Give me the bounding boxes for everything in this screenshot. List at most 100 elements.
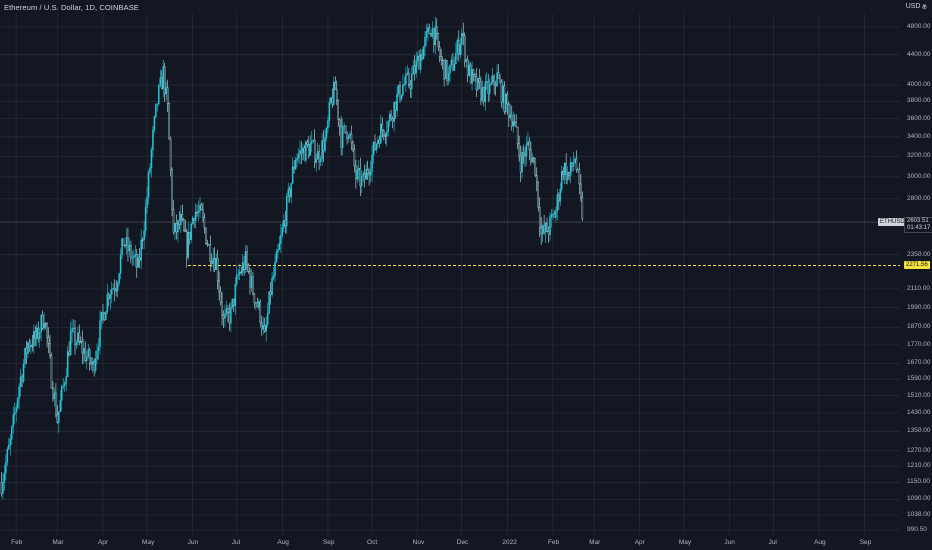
price-tick-label: 2110.00 (907, 284, 931, 292)
candle-body (296, 157, 298, 161)
candle-body (244, 251, 247, 270)
price-tick-label: 1670.00 (907, 359, 931, 367)
candle-body (180, 214, 182, 226)
candle-body (230, 306, 232, 324)
candle-body (322, 140, 325, 152)
candle-body (308, 144, 310, 156)
candle-body (22, 363, 25, 382)
candle-body (331, 97, 334, 105)
candle-body (502, 85, 504, 103)
candle-body (118, 273, 120, 284)
candle-body (461, 33, 463, 45)
time-tick-label: Feb (547, 539, 560, 546)
candle-body (97, 346, 100, 351)
time-tick-label: Aug (814, 539, 826, 546)
settings-icon[interactable]: ⊘ (922, 5, 928, 11)
candle-body (280, 234, 282, 244)
candle-body (252, 276, 254, 295)
candle-body (313, 140, 316, 163)
candle-body (371, 154, 373, 172)
candle-body (130, 245, 132, 259)
candle-body (291, 166, 294, 184)
candle-body (297, 153, 300, 159)
candle-body (234, 283, 237, 306)
candle-body (430, 33, 432, 37)
candle-body (263, 325, 266, 332)
candle-body (565, 163, 567, 180)
candle-body (488, 83, 491, 94)
candle-body (365, 169, 367, 180)
candle-body (19, 376, 22, 388)
candle-body (47, 337, 50, 344)
currency-selector[interactable]: USD ˅ (906, 3, 926, 10)
candle-body (152, 129, 154, 150)
candle-body (336, 89, 338, 101)
candle-body (508, 103, 510, 118)
price-tick-label: 1350.00 (907, 427, 931, 435)
candle-body (272, 275, 275, 279)
candle-body (49, 343, 51, 356)
time-tick-label: Aug (277, 539, 289, 546)
candle-body (169, 138, 172, 171)
candle-body (265, 324, 267, 332)
candle-body (262, 325, 264, 330)
candle-body (102, 311, 104, 314)
candle-body (52, 387, 54, 400)
candle-body (408, 72, 410, 85)
price-tick-label: 2350.00 (907, 250, 931, 258)
candle-body (574, 158, 576, 163)
candle-body (422, 46, 425, 60)
candle-body (286, 196, 288, 227)
price-tick-label: 4800.00 (907, 23, 931, 30)
candle-body (138, 257, 141, 261)
candle-body (209, 244, 212, 262)
candle-body (24, 347, 26, 365)
candle-body (84, 348, 87, 361)
candle-body (187, 231, 189, 258)
candle-series (0, 16, 584, 500)
candle-body (409, 84, 412, 90)
candle-body (31, 344, 34, 347)
candle-body (568, 171, 570, 176)
candle-body (561, 171, 563, 190)
candle-body (519, 155, 522, 173)
candle-body (13, 412, 16, 415)
candle-body (334, 81, 337, 90)
price-tick-label: 1038.00 (907, 511, 931, 519)
candle-body (33, 331, 35, 347)
candle-body (466, 59, 469, 76)
candle-body (287, 188, 289, 197)
candle-body (577, 169, 579, 171)
candle-body (340, 126, 342, 148)
candle-body (374, 141, 376, 150)
candle-body (87, 349, 89, 357)
candle-body (352, 142, 354, 150)
candle-body (215, 258, 217, 270)
time-tick-label: Mar (589, 539, 601, 546)
price-tick-label: 990.50 (907, 525, 927, 533)
candle-body (393, 102, 395, 122)
candle-body (458, 40, 460, 55)
candle-body (228, 312, 231, 324)
candle-body (547, 231, 550, 235)
candle-body (268, 291, 270, 314)
candle-body (155, 103, 157, 117)
last-price-tag: 2603.51 01:43:17 (904, 217, 932, 233)
candle-body (563, 163, 566, 175)
candle-body (113, 288, 116, 291)
candle-body (277, 249, 279, 253)
candle-body (506, 93, 509, 105)
candle-body (541, 225, 544, 235)
candle-body (211, 261, 213, 264)
candle-body (25, 347, 28, 354)
candle-body (94, 358, 97, 371)
candle-body (462, 33, 464, 36)
candle-body (421, 54, 423, 60)
candle-body (30, 344, 32, 348)
time-tick-label: 2022 (502, 539, 517, 546)
candle-body (550, 214, 553, 218)
candle-body (191, 218, 194, 225)
candle-body (528, 141, 531, 150)
candle-body (153, 116, 156, 130)
